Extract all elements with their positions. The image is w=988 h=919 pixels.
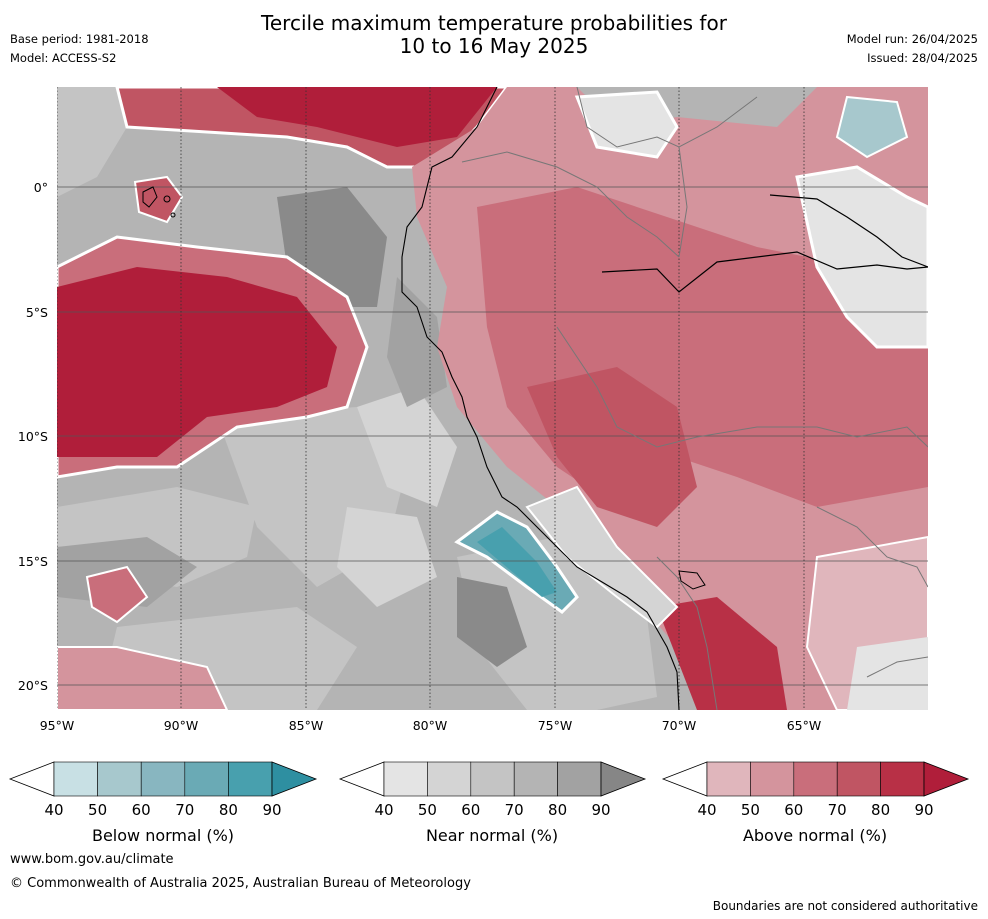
near-normal-region: [57, 87, 127, 197]
near-normal-region: [337, 507, 437, 607]
colorbar-tick-label: 80: [548, 801, 568, 819]
colorbar-tick-label: 90: [591, 801, 611, 819]
colorbar-segment: [557, 761, 602, 797]
below-normal-label: Below normal (%): [91, 826, 235, 845]
lat-label: 15°S: [17, 554, 48, 569]
colorbar-segment: [836, 761, 881, 797]
copyright-text: © Commonwealth of Australia 2025, Austra…: [10, 876, 471, 891]
issued-text: Issued: 28/04/2025: [867, 51, 978, 65]
lon-label: 95°W: [39, 718, 75, 733]
lon-label: 90°W: [163, 718, 199, 733]
near-normal-region: [457, 537, 657, 710]
colorbar-extend-low: [338, 761, 385, 797]
colorbar-extend-low: [8, 761, 55, 797]
galapagos-islands: [142, 186, 176, 218]
near-normal-coastal: [525, 485, 679, 629]
website-link[interactable]: www.bom.gov.au/climate: [10, 852, 174, 867]
colorbar-segment: [470, 761, 515, 797]
base-period-text: Base period: 1981-2018: [10, 32, 149, 46]
above-normal-continent-high: [527, 367, 697, 527]
colorbar-extend-high: [271, 761, 318, 797]
lon-label: 70°W: [661, 718, 697, 733]
colorbars: [8, 761, 970, 797]
title-line-1: Tercile maximum temperature probabilitie…: [261, 11, 727, 35]
above-normal-label: Above normal (%): [742, 826, 888, 845]
colorbar-segment: [793, 761, 838, 797]
river-line: [601, 251, 928, 293]
colorbar-tick-label: 40: [44, 801, 64, 819]
colorbar-tick-label: 60: [784, 801, 804, 819]
river-line: [769, 194, 928, 268]
below-normal-region: [835, 95, 909, 159]
colorbar-segment: [383, 761, 428, 797]
coastline: [401, 87, 680, 710]
colorbar-tick-label: 90: [262, 801, 282, 819]
near-normal-high-region: [457, 577, 527, 667]
lat-label: 5°S: [25, 305, 48, 320]
colorbar-segment: [513, 761, 558, 797]
near-normal-continent: [847, 637, 928, 710]
lat-label: 20°S: [17, 678, 48, 693]
map-title: Tercile maximum temperature probabilitie…: [0, 12, 988, 58]
colorbar-tick-label: 50: [88, 801, 108, 819]
longitude-gridlines: [57, 87, 805, 710]
colorbar-tick-label: 70: [827, 801, 847, 819]
lat-label: 0°: [33, 180, 48, 195]
above-normal-high-region: [217, 87, 497, 147]
below-normal-high-region: [477, 527, 557, 597]
near-normal-high-region: [387, 277, 447, 407]
colorbar-extend-high: [600, 761, 647, 797]
near-normal-label: Near normal (%): [425, 826, 559, 845]
colorbar-tick-label: 60: [461, 801, 481, 819]
near-normal-colorbar: [338, 761, 647, 797]
colorbar-extend-low: [661, 761, 708, 797]
colorbar-tick-label: 90: [914, 801, 934, 819]
colorbar-tick-label: 80: [218, 801, 238, 819]
colorbar-tick-label: 40: [374, 801, 394, 819]
colorbar-segment: [140, 761, 186, 797]
colorbar-tick-label: 60: [131, 801, 151, 819]
lat-label: 10°S: [17, 429, 48, 444]
probability-map: [57, 87, 928, 710]
colorbar-segment: [97, 761, 142, 797]
colorbar-segment: [184, 761, 229, 797]
title-line-2: 10 to 16 May 2025: [399, 34, 589, 58]
colorbar-tick-label: 70: [175, 801, 195, 819]
lon-label: 80°W: [412, 718, 448, 733]
below-normal-colorbar: [8, 761, 318, 797]
lon-label: 85°W: [288, 718, 324, 733]
above-normal-continent-high: [657, 597, 787, 710]
disclaimer-text: Boundaries are not considered authoritat…: [712, 899, 978, 913]
country-borders: [461, 87, 928, 710]
colorbar-tick-label: 70: [504, 801, 524, 819]
colorbar-segment: [750, 761, 795, 797]
colorbar-tick-label: 80: [871, 801, 891, 819]
above-normal-high-region: [57, 267, 337, 457]
model-run-text: Model run: 26/04/2025: [846, 32, 978, 46]
above-normal-colorbar: [661, 761, 970, 797]
near-normal-region: [357, 387, 457, 507]
colorbar-segment: [706, 761, 751, 797]
above-normal-region: [133, 175, 184, 224]
above-normal-region: [57, 646, 229, 710]
lon-label: 75°W: [537, 718, 573, 733]
latitude-gridlines: [57, 186, 928, 686]
colorbar-segment: [880, 761, 925, 797]
colorbar-extend-high: [923, 761, 970, 797]
colorbar-tick-label: 50: [417, 801, 437, 819]
lon-label: 65°W: [786, 718, 822, 733]
lake-titicaca: [678, 570, 706, 590]
near-normal-continent: [795, 165, 928, 349]
colorbar-segment: [228, 761, 273, 797]
colorbar-tick-label: 50: [740, 801, 760, 819]
map-canvas: [57, 87, 928, 710]
colorbar-segment: [53, 761, 98, 797]
colorbar-tick-label: 40: [697, 801, 717, 819]
model-text: Model: ACCESS-S2: [10, 51, 117, 65]
above-normal-region: [85, 565, 149, 624]
colorbar-segment: [427, 761, 472, 797]
